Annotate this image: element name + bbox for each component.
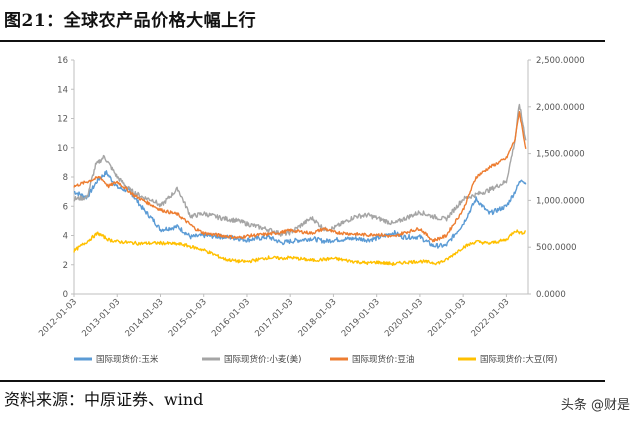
- x-tick-label: 2022-01-03: [469, 297, 511, 339]
- legend-label-0: 国际现货价:玉米: [96, 354, 159, 365]
- y-right-tick-label: 0.0000: [536, 290, 566, 300]
- series-line-3: [73, 229, 527, 267]
- series-line-1: [73, 103, 527, 237]
- series-line-0: [73, 170, 527, 249]
- x-tick-label: 2020-01-03: [383, 297, 425, 339]
- series-line-2: [73, 110, 527, 243]
- y-right-tick-label: 500.0000: [536, 243, 577, 253]
- x-tick-label: 2017-01-03: [253, 297, 295, 339]
- figure-title: 图21：全球农产品价格大幅上行: [4, 11, 257, 31]
- y-left-tick-label: 6: [63, 202, 68, 212]
- title-rule: [0, 40, 605, 42]
- y-left-tick-label: 8: [63, 173, 68, 183]
- y-left-tick-label: 10: [57, 144, 68, 154]
- y-left-tick-label: 4: [63, 232, 68, 242]
- x-tick-label: 2016-01-03: [210, 297, 252, 339]
- x-tick-label: 2019-01-03: [340, 297, 382, 339]
- legend-label-3: 国际现货价:大豆(阿): [480, 354, 558, 365]
- y-left-tick-label: 0: [63, 290, 68, 300]
- bottom-rule: [0, 380, 605, 382]
- x-tick-label: 2021-01-03: [426, 297, 468, 339]
- x-tick-label: 2018-01-03: [297, 297, 339, 339]
- source-note: 资料来源：中原证券、wind: [4, 390, 204, 409]
- x-tick-label: 2013-01-03: [80, 297, 122, 339]
- x-tick-label: 2014-01-03: [124, 297, 166, 339]
- y-right-tick-label: 2,500.0000: [536, 56, 585, 66]
- y-right-tick-label: 1,000.0000: [536, 196, 585, 206]
- x-tick-label: 2015-01-03: [167, 297, 209, 339]
- y-left-tick-label: 14: [57, 85, 68, 95]
- legend-label-2: 国际现货价:豆油: [352, 354, 414, 365]
- y-right-tick-label: 1,500.0000: [536, 150, 585, 160]
- y-left-tick-label: 12: [57, 115, 68, 125]
- y-right-tick-label: 2,000.0000: [536, 103, 585, 113]
- line-chart: 0 2 4 6 8 10 12 14 16 0.0000 500.0000 1,000.0000 1,5…: [37, 56, 585, 365]
- x-tick-label: 2012-01-03: [37, 297, 79, 339]
- watermark: 头条 @财是: [560, 398, 630, 413]
- legend-label-1: 国际现货价:小麦(美): [224, 354, 302, 365]
- y-left-tick-label: 2: [63, 261, 68, 271]
- y-left-tick-label: 16: [57, 56, 68, 66]
